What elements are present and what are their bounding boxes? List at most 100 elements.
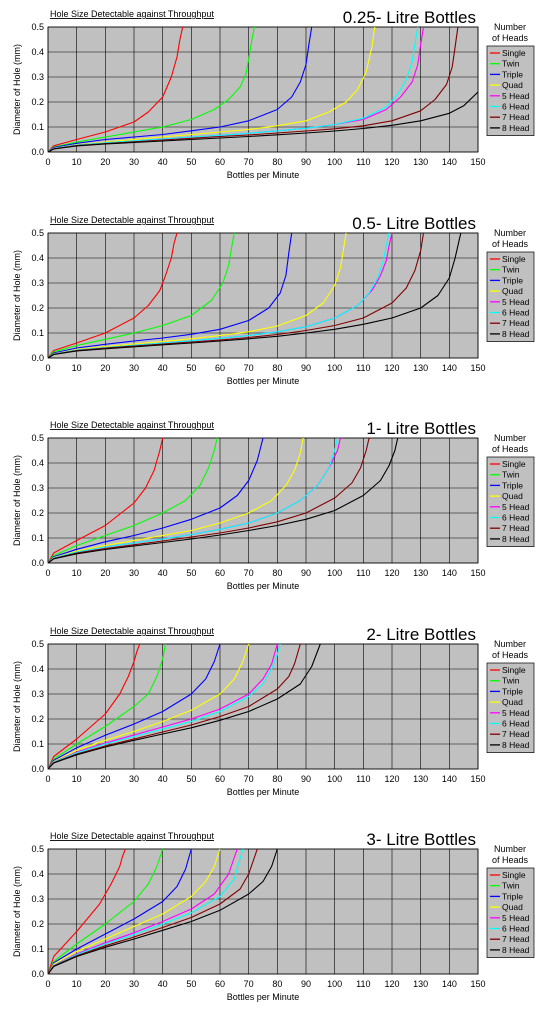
chart-1: Hole Size Detectable against Throughput 0… <box>12 8 535 180</box>
chart-title: 0.25- Litre Bottles <box>343 8 476 27</box>
x-tick-label: 120 <box>384 774 399 784</box>
series-line-single <box>47 232 178 359</box>
legend-item-label: 8 Head <box>502 329 530 339</box>
y-tick-label: 0.5 <box>31 22 44 32</box>
x-axis-label: Bottles per Minute <box>227 170 300 180</box>
x-tick-label: 90 <box>301 979 311 989</box>
series-line-6-head <box>47 848 244 975</box>
series-line-twin <box>47 232 235 359</box>
y-tick-label: 0.4 <box>31 869 44 879</box>
x-tick-label: 70 <box>244 568 254 578</box>
chart-title: 3- Litre Bottles <box>366 830 476 849</box>
legend-box <box>486 867 535 958</box>
legend-item-label: Twin <box>502 881 520 891</box>
series-line-8-head <box>47 91 479 153</box>
legend-box <box>486 662 535 753</box>
chart-subtitle: Hole Size Detectable against Throughput <box>50 626 214 636</box>
x-tick-label: 20 <box>100 363 110 373</box>
x-axis-label: Bottles per Minute <box>227 581 300 591</box>
x-tick-label: 130 <box>413 568 428 578</box>
x-tick-label: 10 <box>72 774 82 784</box>
x-tick-label: 20 <box>100 568 110 578</box>
legend-item-label: 7 Head <box>502 729 530 739</box>
legend-item-label: Quad <box>502 902 523 912</box>
y-tick-label: 0.1 <box>31 739 44 749</box>
x-tick-label: 50 <box>186 979 196 989</box>
series-line-triple <box>47 643 221 770</box>
legend-item-label: 6 Head <box>502 924 530 934</box>
chart-title: 0.5- Litre Bottles <box>352 214 476 233</box>
x-tick-label: 80 <box>272 568 282 578</box>
series-line-7-head <box>47 643 301 770</box>
series-line-6-head <box>47 26 419 153</box>
y-tick-label: 0.1 <box>31 533 44 543</box>
x-tick-label: 10 <box>72 157 82 167</box>
y-tick-label: 0.3 <box>31 72 44 82</box>
x-tick-label: 70 <box>244 979 254 989</box>
x-tick-label: 100 <box>327 979 342 989</box>
series-line-triple <box>47 26 313 153</box>
legend-box <box>486 251 535 342</box>
plot-area <box>48 27 478 152</box>
y-tick-label: 0.5 <box>31 228 44 238</box>
x-tick-label: 110 <box>356 157 370 167</box>
x-tick-label: 90 <box>301 363 311 373</box>
series-line-7-head <box>47 848 258 975</box>
legend-item-label: Twin <box>502 470 520 480</box>
series-line-7-head <box>47 437 370 564</box>
x-tick-label: 110 <box>356 774 370 784</box>
legend-item-label: Quad <box>502 80 523 90</box>
chart-subtitle: Hole Size Detectable against Throughput <box>50 9 214 19</box>
x-tick-label: 140 <box>442 568 457 578</box>
legend-item-label: 5 Head <box>502 297 530 307</box>
series-line-quad <box>47 643 250 770</box>
y-tick-label: 0.5 <box>31 639 44 649</box>
legend-item-label: 7 Head <box>502 112 530 122</box>
legend-item-label: 8 Head <box>502 534 530 544</box>
x-tick-label: 150 <box>470 157 485 167</box>
x-tick-label: 100 <box>327 774 342 784</box>
series-line-8-head <box>47 643 321 770</box>
y-tick-label: 0.4 <box>31 47 44 57</box>
legend-item-label: Single <box>502 870 526 880</box>
legend-title-line-1: Number <box>494 228 526 238</box>
plot-border <box>47 26 479 153</box>
plot-area <box>48 438 478 563</box>
x-tick-label: 140 <box>442 363 457 373</box>
x-tick-label: 100 <box>327 568 342 578</box>
x-tick-label: 0 <box>45 568 50 578</box>
x-tick-label: 120 <box>384 157 399 167</box>
y-tick-label: 0.1 <box>31 328 44 338</box>
legend-box <box>486 45 535 136</box>
x-tick-label: 40 <box>158 979 168 989</box>
x-tick-label: 20 <box>100 979 110 989</box>
x-tick-label: 60 <box>215 157 225 167</box>
x-axis-label: Bottles per Minute <box>227 376 300 386</box>
legend-item-label: 5 Head <box>502 708 530 718</box>
x-tick-label: 110 <box>356 568 370 578</box>
legend-title-line-2: of Heads <box>492 855 529 865</box>
x-tick-label: 20 <box>100 157 110 167</box>
y-tick-label: 0.4 <box>31 458 44 468</box>
x-tick-label: 30 <box>129 157 139 167</box>
legend-item-label: Triple <box>502 891 523 901</box>
legend-item-label: Twin <box>502 676 520 686</box>
x-tick-label: 70 <box>244 363 254 373</box>
x-tick-label: 120 <box>384 979 399 989</box>
chart-title: 2- Litre Bottles <box>366 625 476 644</box>
legend-item-label: Twin <box>502 265 520 275</box>
chart-title: 1- Litre Bottles <box>366 419 476 438</box>
y-tick-label: 0.3 <box>31 278 44 288</box>
chart-4: Hole Size Detectable against Throughput 2… <box>12 625 535 797</box>
chart-subtitle: Hole Size Detectable against Throughput <box>50 420 214 430</box>
legend-item-label: Twin <box>502 59 520 69</box>
x-axis-label: Bottles per Minute <box>227 787 300 797</box>
x-tick-label: 140 <box>442 774 457 784</box>
series-line-6-head <box>47 437 339 564</box>
legend-box <box>486 456 535 547</box>
legend-item-label: 7 Head <box>502 934 530 944</box>
chart-5: Hole Size Detectable against Throughput 3… <box>12 830 535 1002</box>
series-line-twin <box>47 26 255 153</box>
y-axis-label: Diameter of Hole (mm) <box>12 455 22 546</box>
